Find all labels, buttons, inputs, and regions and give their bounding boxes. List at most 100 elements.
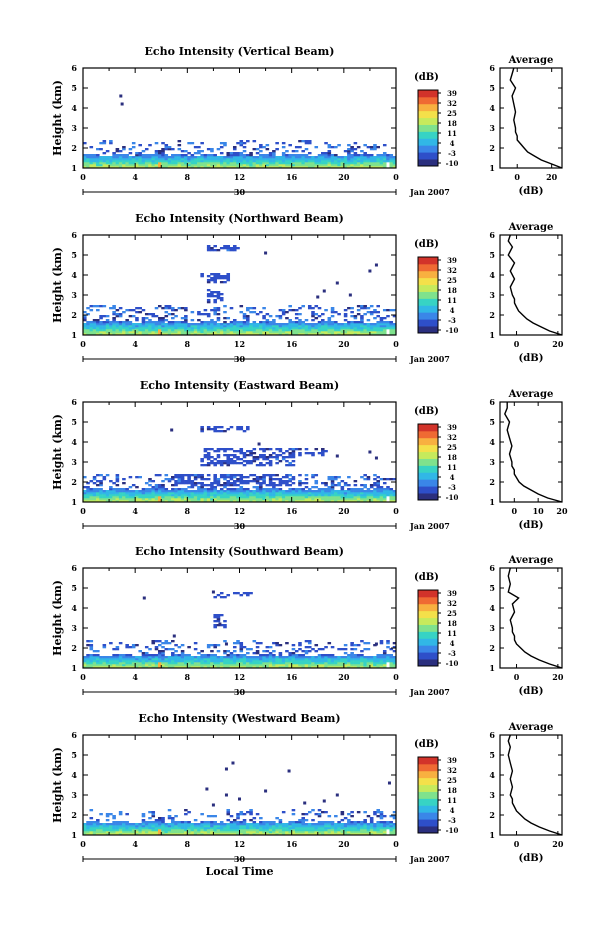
- echo-cell: [392, 162, 397, 165]
- echo-cell: [187, 331, 191, 334]
- echo-cell: [112, 829, 116, 832]
- echo-cell: [360, 654, 364, 657]
- echo-cell: [340, 819, 345, 822]
- echo-cell: [281, 452, 286, 455]
- avg-y-tick-label: 5: [489, 83, 495, 93]
- echo-cell: [343, 327, 348, 330]
- echo-cell: [255, 492, 260, 495]
- echo-cell: [278, 821, 283, 824]
- echo-cell: [324, 656, 328, 659]
- echo-cell: [223, 321, 227, 324]
- echo-cell: [242, 146, 247, 149]
- echo-cell: [301, 140, 306, 143]
- echo-cell: [219, 331, 224, 334]
- echo-cell: [210, 148, 214, 151]
- echo-cell: [262, 156, 266, 159]
- echo-cell: [157, 644, 162, 647]
- colorbar-unit: (dB): [414, 72, 439, 83]
- echo-cell: [252, 458, 257, 461]
- echo-cell: [239, 323, 244, 326]
- echo-cell: [356, 494, 361, 497]
- echo-cell: [236, 152, 240, 155]
- echo-cell: [343, 331, 348, 334]
- echo-cell: [353, 315, 358, 318]
- echo-cell: [232, 496, 237, 499]
- echo-cell: [360, 317, 364, 320]
- echo-cell: [92, 329, 97, 332]
- echo-cell: [193, 164, 198, 167]
- echo-cell: [171, 160, 175, 163]
- heatmap-cells: [83, 761, 397, 836]
- echo-cell: [112, 488, 116, 491]
- avg-y-tick-label: 5: [489, 417, 495, 427]
- echo-cell: [353, 829, 358, 832]
- echo-cell: [259, 454, 263, 457]
- echo-cell: [294, 833, 299, 836]
- echo-cell: [86, 156, 90, 159]
- echo-cell: [118, 821, 123, 824]
- echo-cell: [376, 654, 380, 657]
- echo-cell: [249, 152, 253, 155]
- echo-cell: [321, 313, 325, 316]
- echo-cell: [125, 162, 129, 165]
- echo-cell: [343, 482, 348, 485]
- echo-cell: [337, 662, 341, 665]
- echo-cell: [216, 825, 221, 828]
- echo-cell: [92, 666, 97, 669]
- echo-cell: [187, 486, 191, 489]
- echo-cell: [213, 488, 217, 491]
- echo-cell: [177, 162, 182, 165]
- echo-cell: [249, 813, 253, 816]
- echo-cell: [232, 494, 237, 497]
- echo-cell: [239, 327, 244, 330]
- echo-cell: [226, 156, 231, 159]
- colorbar-frame: [417, 423, 439, 501]
- echo-cell: [334, 490, 338, 493]
- echo-cell: [89, 305, 94, 308]
- echo-cell: [350, 154, 354, 157]
- echo-cell: [125, 333, 129, 336]
- echo-cell: [115, 323, 120, 326]
- echo-cell: [118, 331, 123, 334]
- echo-cell: [226, 275, 231, 278]
- echo-cell: [89, 656, 94, 659]
- echo-cell: [334, 154, 338, 157]
- colorbar-swatch: [418, 326, 438, 334]
- echo-cell: [213, 307, 217, 310]
- echo-cell: [330, 823, 335, 826]
- echo-cell: [125, 833, 129, 836]
- echo-cell: [262, 666, 266, 669]
- echo-cell: [219, 492, 224, 495]
- echo-cell: [96, 309, 100, 312]
- echo-cell: [337, 156, 341, 159]
- echo-cell: [164, 831, 169, 834]
- echo-cell: [389, 488, 394, 491]
- echo-cell: [379, 323, 384, 326]
- echo-cell: [200, 162, 204, 165]
- echo-cell: [187, 498, 191, 501]
- echo-cell: [219, 829, 224, 832]
- echo-cell: [128, 654, 133, 657]
- echo-cell: [128, 333, 133, 336]
- echo-cell: [102, 496, 107, 499]
- echo-cell: [304, 142, 309, 145]
- echo-cell: [86, 160, 90, 163]
- echo-cell: [239, 827, 244, 830]
- echo-cell: [272, 321, 276, 324]
- echo-dot: [374, 263, 378, 267]
- echo-cell: [373, 656, 377, 659]
- echo-cell: [174, 315, 178, 318]
- echo-cell: [171, 321, 175, 324]
- echo-cell: [327, 656, 332, 659]
- echo-cell: [347, 150, 351, 153]
- echo-cell: [122, 327, 126, 330]
- echo-cell: [99, 827, 103, 830]
- echo-cell: [89, 321, 94, 324]
- echo-cell: [203, 333, 208, 336]
- echo-cell: [278, 825, 283, 828]
- echo-cell: [327, 329, 332, 332]
- echo-cell: [366, 829, 371, 832]
- echo-cell: [154, 825, 159, 828]
- colorbar-swatch: [418, 812, 438, 820]
- echo-cell: [151, 496, 156, 499]
